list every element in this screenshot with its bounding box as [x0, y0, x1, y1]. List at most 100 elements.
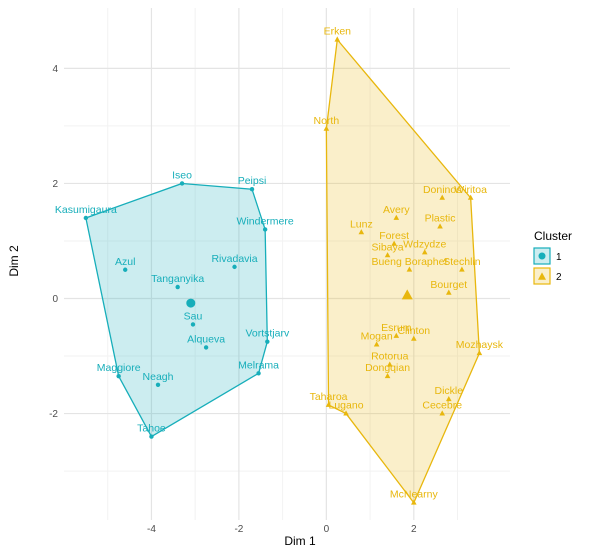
label-doninos: Doninos [423, 184, 462, 196]
label-clinton: Clinton [397, 325, 430, 337]
label-forest: Forest [379, 230, 409, 242]
point-rotorua [386, 361, 393, 367]
point-tanganyika [175, 284, 180, 290]
label-plastic: Plastic [425, 213, 456, 225]
point-vortstjarv [265, 339, 270, 344]
y-tick-label: 0 [52, 294, 58, 305]
x-tick-label: -4 [147, 524, 156, 535]
legend-label-2: 2 [556, 272, 562, 283]
label-peipsi: Peipsi [238, 175, 267, 187]
label-maggiore: Maggiore [97, 362, 141, 374]
point-mogan [373, 341, 380, 347]
point-esrum [393, 332, 400, 338]
point-sau [190, 322, 196, 327]
label-azul: Azul [115, 256, 135, 268]
label-erken: Erken [324, 26, 352, 38]
point-lunz [358, 229, 365, 235]
legend-title: Cluster [534, 229, 572, 243]
point-melrama [256, 371, 261, 376]
label-taharoa: Taharoa [310, 391, 348, 403]
label-vortstjarv: Vortstjarv [245, 328, 290, 340]
label-avery: Avery [383, 204, 410, 216]
label-cecebre: Cecebre [422, 400, 462, 412]
x-tick-label: 2 [411, 524, 417, 535]
label-mcnearny: McNearny [390, 489, 439, 501]
legend-marker-2 [538, 272, 546, 280]
point-maggiore [116, 373, 121, 379]
axis-ticks: -4 -2 0 2 -2 0 2 4 [49, 64, 417, 535]
point-peipsi [249, 187, 255, 192]
label-mozhaysk: Mozhaysk [456, 339, 504, 351]
point-kasumigaura [83, 215, 89, 221]
point-taharoa [325, 401, 332, 407]
cluster-2-hull [325, 38, 481, 505]
label-sibaya: Sibaya [372, 241, 404, 253]
point-alqueva [203, 345, 209, 350]
label-alqueva: Alqueva [187, 333, 225, 345]
point-stechlin [459, 266, 465, 272]
label-iseo: Iseo [172, 169, 192, 181]
label-mogan: Mogan [361, 331, 393, 343]
label-wiritoa: Wiritoa [454, 184, 487, 196]
point-azul [123, 267, 128, 272]
label-tahoe: Tahoe [137, 423, 166, 435]
point-forest [391, 240, 397, 246]
point-labels: Iseo Peipsi Kasumigaura Windermere Azul Rivad… [55, 26, 504, 501]
cluster-hulls [85, 38, 481, 505]
label-sau: Sau [184, 310, 203, 322]
point-bueng-boraphet [406, 266, 413, 272]
data-points [83, 36, 483, 505]
legend-marker-1 [538, 252, 546, 260]
point-plastic [437, 223, 443, 229]
label-stechlin: Stechlin [443, 256, 481, 268]
point-dickle [445, 395, 452, 402]
legend: Cluster 1 2 [533, 229, 572, 285]
label-dickle: Dickle [434, 385, 463, 397]
x-tick-label: -2 [234, 524, 243, 535]
point-rivadavia [232, 264, 237, 270]
point-erken [334, 36, 341, 42]
y-tick-label: 4 [52, 64, 58, 75]
point-cecebre [439, 410, 446, 416]
point-clinton [411, 335, 417, 341]
label-bueng-boraphet: Bueng Boraphet [371, 256, 447, 268]
point-wiritoa [467, 194, 474, 200]
label-dongqian: Dongqian [365, 362, 410, 374]
point-bourget [445, 289, 452, 295]
x-tick-label: 0 [324, 524, 330, 535]
point-neagh [155, 382, 161, 388]
point-sibaya [384, 252, 391, 258]
label-rivadavia: Rivadavia [211, 253, 257, 265]
point-mcnearny [411, 499, 417, 505]
point-tahoe [149, 434, 154, 439]
point-doninos [439, 194, 446, 200]
legend-label-1: 1 [556, 252, 562, 263]
label-neagh: Neagh [143, 371, 174, 383]
label-bourget: Bourget [430, 279, 467, 291]
label-esrum: Esrum [381, 322, 412, 334]
y-axis-title: Dim 2 [7, 245, 21, 277]
point-iseo [179, 181, 185, 186]
point-lugano [343, 410, 349, 416]
point-windermere [262, 227, 268, 232]
label-lunz: Lunz [350, 218, 373, 230]
label-melrama: Melrama [238, 359, 279, 371]
point-wdzydze [421, 249, 428, 255]
label-tanganyika: Tanganyika [151, 273, 204, 285]
label-north: North [314, 115, 340, 127]
cluster-1-centroid [186, 298, 196, 308]
label-lugano: Lugano [329, 400, 364, 412]
label-windermere: Windermere [237, 215, 294, 227]
point-north [323, 125, 330, 131]
grid [64, 8, 510, 520]
point-dongqian [384, 372, 391, 379]
y-tick-label: -2 [49, 409, 58, 420]
point-mozhaysk [476, 349, 483, 356]
cluster-2-centroid [401, 289, 413, 300]
label-kasumigaura: Kasumigaura [55, 204, 117, 216]
y-tick-label: 2 [52, 179, 58, 190]
label-rotorua: Rotorua [371, 351, 409, 363]
x-axis-title: Dim 1 [284, 534, 316, 548]
